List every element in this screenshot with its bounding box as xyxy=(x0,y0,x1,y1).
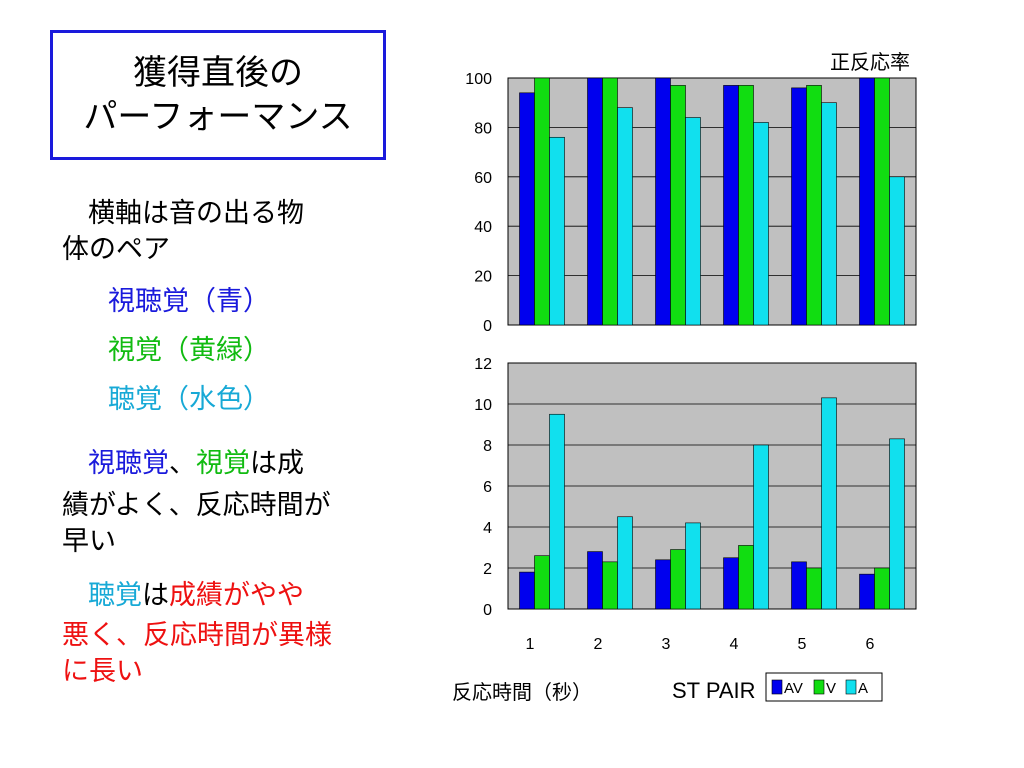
p2-rest: は成 xyxy=(250,448,304,479)
accuracy-bar-v-6 xyxy=(874,77,890,326)
reaction-time-x-tick-label: 1 xyxy=(526,636,535,653)
accuracy-bar-av-4 xyxy=(723,85,739,326)
description-line-2: 体のペア xyxy=(62,234,170,265)
x-axis-label: ST PAIR xyxy=(672,678,756,703)
reaction-time-bar-v-2 xyxy=(602,561,618,610)
reaction-time-x-tick-label: 6 xyxy=(866,636,875,653)
reaction-time-bar-v-5 xyxy=(806,567,822,610)
reaction-time-bar-a-5 xyxy=(821,397,837,610)
paragraph-2-line-2: 績がよく、反応時間が xyxy=(62,490,331,521)
accuracy-y-tick-label: 40 xyxy=(474,219,492,236)
accuracy-bar-av-2 xyxy=(587,77,603,326)
paragraph-3-line-2: 悪く、反応時間が異様 xyxy=(62,620,332,651)
accuracy-y-tick-label: 20 xyxy=(474,269,492,286)
top-chart-label: 正反応率 xyxy=(830,50,910,74)
reaction-time-y-tick-label: 8 xyxy=(483,438,492,455)
legend-text-auditory: 聴覚（水色） xyxy=(108,384,270,415)
legend-label-a: A xyxy=(858,680,868,697)
paragraph-3-line-3: に長い xyxy=(62,656,143,687)
p2-word-visual: 視覚 xyxy=(196,448,250,479)
reaction-time-y-tick-label: 12 xyxy=(474,356,492,373)
accuracy-bar-av-6 xyxy=(859,77,875,326)
reaction-time-x-tick-label: 2 xyxy=(594,636,603,653)
accuracy-bar-av-3 xyxy=(655,77,671,326)
reaction-time-y-tick-label: 10 xyxy=(474,397,492,414)
accuracy-bar-a-2 xyxy=(617,107,633,326)
reaction-time-y-tick-label: 6 xyxy=(483,479,492,496)
accuracy-plot-area xyxy=(507,77,917,326)
reaction-time-x-tick-label: 4 xyxy=(730,636,739,653)
paragraph-2-line-3: 早い xyxy=(62,526,116,557)
accuracy-y-tick-label: 80 xyxy=(474,120,492,137)
accuracy-bar-v-5 xyxy=(806,85,822,326)
reaction-time-y-tick-label: 2 xyxy=(483,561,492,578)
accuracy-bar-av-1 xyxy=(519,92,535,326)
legend-text-audiovisual: 視聴覚（青） xyxy=(108,286,270,317)
paragraph-3-line-1: 聴覚は成績がやや xyxy=(88,578,304,614)
reaction-time-bar-av-5 xyxy=(791,561,807,610)
bottom-chart-label: 反応時間（秒） xyxy=(452,680,592,704)
accuracy-bar-v-4 xyxy=(738,85,754,326)
accuracy-y-tick-label: 60 xyxy=(474,170,492,187)
p2-word-audiovisual: 視聴覚 xyxy=(88,448,169,479)
reaction-time-bar-a-3 xyxy=(685,522,701,610)
reaction-time-bar-a-2 xyxy=(617,516,633,610)
description-line-1: 横軸は音の出る物 xyxy=(88,198,304,229)
reaction-time-bar-av-1 xyxy=(519,571,535,610)
reaction-time-bar-v-3 xyxy=(670,549,686,610)
accuracy-y-tick-label: 100 xyxy=(465,71,492,88)
legend-label-av: AV xyxy=(784,680,803,697)
reaction-time-bar-av-2 xyxy=(587,551,603,610)
reaction-time-x-tick-label: 3 xyxy=(662,636,671,653)
reaction-time-bar-a-1 xyxy=(549,413,565,610)
reaction-time-bar-v-4 xyxy=(738,545,754,610)
reaction-time-bar-v-1 xyxy=(534,555,550,610)
legend-text-visual: 視覚（黄緑） xyxy=(108,335,270,366)
p3-red-text: 成績がやや xyxy=(169,580,304,611)
reaction-time-y-tick-label: 0 xyxy=(483,602,492,619)
reaction-time-bar-av-4 xyxy=(723,557,739,610)
reaction-time-bar-av-6 xyxy=(859,573,875,610)
accuracy-bar-v-2 xyxy=(602,77,618,326)
accuracy-y-tick-label: 0 xyxy=(483,318,492,335)
accuracy-bar-v-1 xyxy=(534,77,550,326)
legend-swatch-a xyxy=(845,679,857,695)
title-line-2: パーフォーマンス xyxy=(83,97,353,137)
accuracy-bar-a-4 xyxy=(753,122,769,326)
title-line-1: 獲得直後の xyxy=(133,53,303,93)
legend-swatch-v xyxy=(813,679,825,695)
reaction-time-bar-av-3 xyxy=(655,559,671,610)
reaction-time-x-tick-label: 5 xyxy=(798,636,807,653)
p2-separator: 、 xyxy=(169,448,196,479)
reaction-time-bar-v-6 xyxy=(874,567,890,610)
accuracy-bar-a-6 xyxy=(889,176,905,326)
title-box: 獲得直後の パーフォーマンス xyxy=(50,30,386,160)
accuracy-bar-a-3 xyxy=(685,117,701,326)
legend-label-v: V xyxy=(826,680,836,697)
p3-ha: は xyxy=(142,580,169,611)
reaction-time-bar-a-6 xyxy=(889,438,905,610)
legend-swatch-av xyxy=(771,679,783,695)
reaction-time-y-tick-label: 4 xyxy=(483,520,492,537)
p3-word-auditory: 聴覚 xyxy=(88,580,142,611)
reaction-time-bar-a-4 xyxy=(753,444,769,610)
accuracy-bar-v-3 xyxy=(670,85,686,326)
accuracy-bar-a-1 xyxy=(549,136,565,326)
paragraph-2-line-1: 視聴覚、視覚は成 xyxy=(88,446,304,482)
accuracy-bar-a-5 xyxy=(821,102,837,326)
accuracy-bar-av-5 xyxy=(791,87,807,326)
